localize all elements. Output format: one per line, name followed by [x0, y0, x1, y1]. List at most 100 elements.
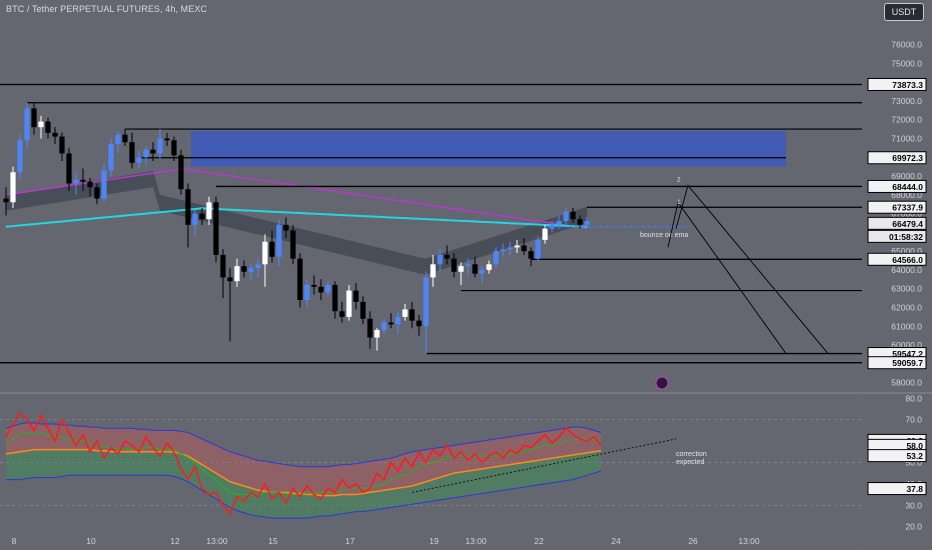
ema-cyan-line: [5, 207, 588, 228]
osc-lower-band: [6, 470, 602, 519]
price-label-box: [867, 252, 927, 266]
candle-body: [178, 155, 184, 190]
candle-body: [24, 108, 30, 141]
price-tick-label: 64000.0: [891, 265, 922, 275]
price-tick-label: 69000.0: [891, 171, 922, 181]
time-tick-label: 12: [170, 536, 180, 546]
candle-body: [451, 258, 457, 272]
candle-body: [304, 284, 310, 300]
candle-body: [381, 322, 387, 331]
candle-body: [325, 284, 331, 293]
time-tick-label: 13:00: [206, 536, 228, 546]
candle-body: [129, 142, 135, 163]
candle-body: [521, 245, 527, 252]
price-label-box: [867, 229, 927, 243]
time-tick-label: 8: [12, 536, 17, 546]
candle-body: [584, 221, 590, 225]
candle-body: [164, 138, 170, 141]
price-tick-label: 68000.0: [891, 190, 922, 200]
osc-value-box: [867, 449, 927, 463]
candle-body: [423, 277, 429, 327]
candle-body: [563, 211, 569, 222]
candle-body: [143, 149, 149, 158]
bounce-annotation: bounce on ema: [640, 232, 688, 239]
price-label-box: [867, 151, 927, 165]
candle-body: [514, 245, 520, 248]
price-tick-label: 62000.0: [891, 302, 922, 312]
candle-body: [80, 179, 86, 182]
osc-rsi-line: [5, 412, 602, 516]
candle-body: [472, 264, 478, 274]
candle-body: [262, 241, 268, 265]
candle-body: [171, 140, 177, 156]
candle-body: [115, 134, 121, 145]
candle-body: [458, 266, 464, 272]
price-tick-label: 76000.0: [891, 40, 922, 50]
candle-body: [150, 149, 156, 154]
price-tick-label: 65000.0: [891, 246, 922, 256]
candle-body: [500, 249, 506, 252]
candle-body: [234, 266, 240, 282]
broker-logo: [655, 376, 669, 390]
candle-body: [283, 224, 289, 231]
candle-body: [73, 179, 79, 184]
price-labels: 73873.3 69972.3 68444.0 67337.9 66479.4 01:58…: [867, 77, 927, 370]
currency-button[interactable]: USDT: [884, 3, 924, 21]
candle-body: [66, 153, 72, 184]
price-label-text: 66479.4: [892, 219, 923, 229]
candle-body: [528, 251, 534, 259]
price-label-text: 68444.0: [892, 182, 923, 192]
time-tick-label: 10: [86, 536, 96, 546]
osc-tick-label: 50.0: [905, 457, 922, 467]
candle-body: [3, 198, 9, 203]
candle-body: [157, 138, 163, 154]
price-label-text: 73873.3: [892, 80, 923, 90]
candle-body: [465, 264, 471, 267]
candle-body: [276, 224, 282, 257]
chart-title: BTC / Tether PERPETUAL FUTURES, 4h, MEXC: [6, 4, 208, 14]
wave-label-1: 1: [677, 199, 681, 206]
osc-upper-fill: [6, 422, 601, 496]
price-label-box: [867, 200, 927, 214]
price-tick-label: 60000.0: [891, 340, 922, 350]
candle-body: [87, 181, 93, 188]
osc-tick-label: 70.0: [905, 415, 922, 425]
candle-body: [570, 211, 576, 220]
candle-body: [213, 202, 219, 255]
supply-zone: [191, 130, 786, 167]
candle-body: [395, 316, 401, 325]
candle-body: [374, 330, 380, 338]
price-label-box: [867, 216, 927, 230]
osc-value-text: 53.2: [906, 451, 923, 461]
price-label-text: 69972.3: [892, 153, 923, 163]
time-tick-label: 22: [534, 536, 544, 546]
osc-value-text: 37.8: [906, 484, 923, 494]
candle-body: [577, 219, 583, 225]
candle-body: [227, 277, 233, 282]
candle-body: [556, 221, 562, 225]
candle-body: [507, 247, 513, 250]
candle-body: [59, 136, 65, 154]
candle-body: [311, 284, 317, 287]
candle-body: [542, 228, 548, 240]
price-label-box: [867, 77, 927, 91]
candle-body: [192, 213, 198, 225]
price-label-text: 67337.9: [892, 203, 923, 213]
osc-tick-label: 30.0: [905, 500, 922, 510]
time-tick-label: 15: [268, 536, 278, 546]
candle-body: [136, 157, 142, 163]
candle-body: [416, 320, 422, 327]
candle-body: [486, 264, 492, 270]
candle-body: [255, 264, 261, 269]
candle-body: [535, 239, 541, 259]
candle-body: [332, 284, 338, 312]
wave-label-2: 2: [677, 177, 681, 184]
price-label-box: [867, 356, 927, 370]
price-tick-label: 71000.0: [891, 133, 922, 143]
price-label-text: 59547.2: [892, 349, 923, 359]
price-label-text: 01:58:32: [889, 232, 923, 242]
candle-body: [430, 264, 436, 278]
price-tick-label: 63000.0: [891, 284, 922, 294]
candle-body: [17, 140, 23, 173]
